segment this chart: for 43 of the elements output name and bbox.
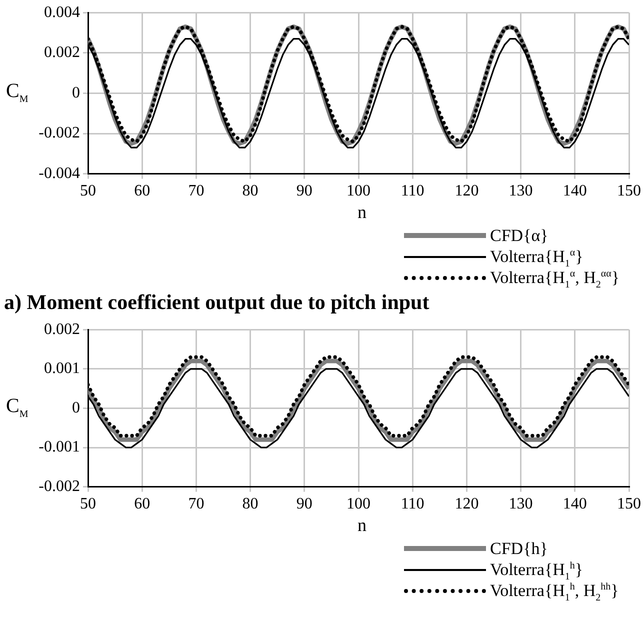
y-axis-title: C$_{M}$: [6, 395, 28, 420]
x-tick-label: 150: [617, 182, 641, 200]
y-tick-label: 0: [72, 84, 80, 102]
x-tick-label: 120: [454, 182, 479, 200]
legend-label: CFD{h}: [490, 538, 548, 558]
x-tick-label: 100: [346, 182, 370, 200]
x-tick-label: 80: [242, 496, 258, 513]
x-tick-label: 110: [400, 182, 424, 200]
text: a) Moment coefficient output due to pitch input: [4, 290, 430, 315]
y-tick-label: 0.002: [44, 44, 80, 62]
y-tick-label: 0.001: [44, 360, 80, 378]
y-tick-label: 0: [72, 399, 80, 416]
y-tick-label: -0.002: [38, 124, 80, 142]
x-tick-label: 60: [134, 496, 150, 513]
x-tick-label: 140: [562, 182, 587, 200]
y-axis-title: C$_{M}$: [6, 80, 28, 105]
x-tick-label: 110: [400, 496, 424, 513]
legend-label: Volterra{H$_{1}$$^{α}$}: [490, 246, 584, 269]
x-tick-label: 140: [562, 496, 587, 513]
x-tick-label: 60: [134, 182, 150, 200]
y-tick-label: -0.004: [38, 165, 80, 182]
x-tick-label: 150: [617, 496, 641, 513]
legend-label: Volterra{H$_{1}$$^{h}$}: [490, 560, 584, 582]
x-axis-title: n: [356, 515, 368, 536]
x-tick-label: 50: [80, 182, 96, 200]
legend-label: CFD{α}: [490, 226, 548, 246]
x-tick-label: 90: [296, 496, 312, 513]
y-tick-label: 0.002: [44, 320, 80, 338]
legend-label: Volterra{H$_{1}$$^{α}$, H$_{2}$$^{αα}$}: [490, 268, 620, 290]
y-tick-label: -0.002: [38, 478, 80, 496]
x-tick-label: 80: [242, 182, 258, 200]
x-tick-label: 130: [508, 182, 533, 200]
x-tick-label: 70: [188, 496, 204, 513]
y-tick-label: -0.001: [38, 438, 80, 456]
x-tick-label: 130: [508, 496, 533, 513]
x-tick-label: 50: [80, 496, 96, 513]
x-tick-label: 90: [296, 182, 312, 200]
x-tick-label: 70: [188, 182, 204, 200]
y-tick-label: 0.004: [44, 4, 80, 21]
legend-label: Volterra{H$_{1}$$^{h}$, H$_{2}$$^{hh}$}: [490, 580, 619, 603]
x-tick-label: 100: [346, 496, 370, 513]
x-tick-label: 120: [454, 496, 479, 513]
x-axis-title: n: [356, 202, 368, 223]
